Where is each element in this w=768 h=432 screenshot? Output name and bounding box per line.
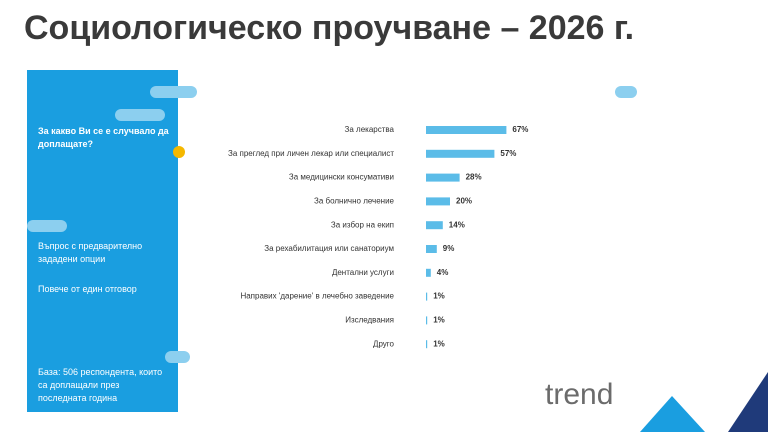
bar: [426, 173, 460, 182]
decor-triangle: [640, 396, 705, 432]
decor-triangle: [728, 372, 768, 432]
value-label: 1%: [433, 292, 445, 301]
bar: [426, 245, 437, 253]
bar: [426, 149, 495, 158]
category-label: За лекарства: [345, 125, 395, 134]
bar: [426, 316, 428, 325]
decor-pill: [615, 86, 637, 98]
value-label: 67%: [512, 125, 528, 134]
question: За какво Ви се е случвало да доплащате?: [38, 126, 169, 149]
note: Въпрос с предварително зададени опции: [38, 241, 143, 264]
value-label: 9%: [443, 244, 455, 253]
bar: [426, 268, 431, 277]
value-label: 57%: [500, 149, 516, 158]
category-label: За рехабилитация или санаториум: [264, 244, 394, 253]
category-label: За избор на екип: [331, 220, 394, 229]
category-label: Изследвания: [345, 316, 394, 325]
category-label: Направих 'дарение' в лечебно заведение: [240, 292, 394, 301]
category-label: Дентални услуги: [332, 268, 394, 277]
decor-pill: [165, 351, 190, 363]
side-panel: [27, 70, 178, 412]
decor-pill: [150, 86, 197, 98]
bar: [426, 340, 428, 349]
logo: trend: [545, 378, 613, 411]
bar: [426, 126, 507, 134]
value-label: 28%: [466, 173, 482, 182]
note: Повече от един отговор: [38, 284, 137, 294]
value-label: 4%: [437, 268, 449, 277]
category-label: За медицински консумативи: [289, 173, 394, 182]
bar: [426, 292, 428, 301]
value-label: 14%: [449, 220, 465, 229]
bar: [426, 197, 450, 206]
base-note: База: 506 респондента, които са доплащал…: [38, 367, 163, 403]
category-label: За преглед при личен лекар или специалис…: [228, 149, 394, 158]
decor-pill: [115, 109, 165, 121]
bar: [426, 221, 443, 230]
value-label: 1%: [433, 316, 445, 325]
decor-pill: [27, 220, 67, 232]
value-label: 20%: [456, 197, 472, 206]
category-label: За болнично лечение: [314, 197, 395, 206]
value-label: 1%: [433, 339, 445, 348]
decor-dot: [173, 146, 185, 158]
category-label: Друго: [373, 339, 395, 348]
chart-title: Социологическо проучване – 2026 г.: [24, 9, 634, 47]
